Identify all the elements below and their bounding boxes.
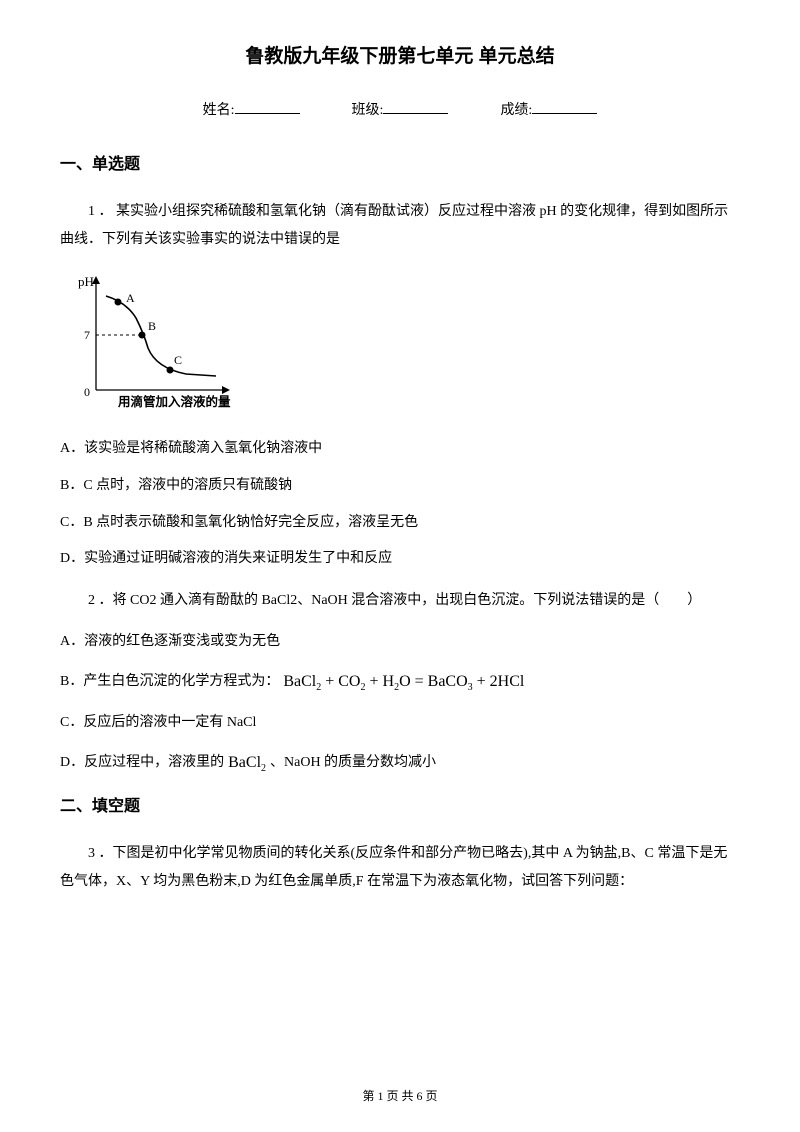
svg-text:0: 0 — [84, 385, 90, 399]
q1-option-c: C．B 点时表示硫酸和氢氧化钠恰好完全反应，溶液呈无色 — [60, 510, 740, 537]
question-2: 2 ．将 CO2 通入滴有酚酞的 BaCl2、NaOH 混合溶液中，出现白色沉淀… — [60, 587, 740, 779]
y-axis-label: pH — [78, 274, 94, 289]
q1-body: 某实验小组探究稀硫酸和氢氧化钠（滴有酚酞试液）反应过程中溶液 pH 的变化规律，… — [60, 204, 728, 247]
point-c-label: C — [174, 353, 182, 367]
ph-graph: 7 0 pH A B C 用滴管加入溶液的量 — [68, 268, 740, 422]
point-b-label: B — [148, 319, 156, 333]
q2-option-a: A．溶液的红色逐渐变浅或变为无色 — [60, 629, 740, 656]
section1-heading: 一、单选题 — [60, 151, 740, 180]
q2-optb-prefix: B．产生白色沉淀的化学方程式为： — [60, 669, 279, 696]
q1-num: 1 ． — [88, 204, 113, 219]
q2-optd-prefix: D．反应过程中，溶液里的 — [60, 750, 224, 777]
q2-option-c: C．反应后的溶液中一定有 NaCl — [60, 710, 740, 737]
q2-option-b: B．产生白色沉淀的化学方程式为： BaCl2 + CO2 + H2O = BaC… — [60, 667, 740, 697]
question-1: 1 ． 某实验小组探究稀硫酸和氢氧化钠（滴有酚酞试液）反应过程中溶液 pH 的变… — [60, 198, 740, 573]
name-label: 姓名: — [203, 103, 235, 118]
x-axis-label: 用滴管加入溶液的量 — [117, 394, 231, 409]
point-a-label: A — [126, 291, 135, 305]
name-blank[interactable] — [235, 98, 300, 114]
class-label: 班级: — [352, 103, 384, 118]
q2-optd-suffix: 、NaOH 的质量分数均减小 — [270, 750, 436, 777]
question-3: 3 ．下图是初中化学常见物质间的转化关系(反应条件和部分产物已略去),其中 A … — [60, 840, 740, 896]
score-label: 成绩: — [500, 103, 532, 118]
q3-body: 下图是初中化学常见物质间的转化关系(反应条件和部分产物已略去),其中 A 为钠盐… — [60, 846, 727, 889]
class-blank[interactable] — [383, 98, 448, 114]
q2-num: 2 ． — [88, 593, 113, 608]
question-3-text: 3 ．下图是初中化学常见物质间的转化关系(反应条件和部分产物已略去),其中 A … — [60, 840, 740, 896]
y-tick-7: 7 — [84, 328, 90, 342]
q1-option-d: D．实验通过证明碱溶液的消失来证明发生了中和反应 — [60, 546, 740, 573]
q1-option-b: B．C 点时，溶液中的溶质只有硫酸钠 — [60, 473, 740, 500]
score-blank[interactable] — [532, 98, 597, 114]
page-title: 鲁教版九年级下册第七单元 单元总结 — [60, 40, 740, 74]
q2-optb-formula: BaCl2 + CO2 + H2O = BaCO3 + 2HCl — [283, 667, 524, 697]
q3-num: 3 ． — [88, 846, 113, 861]
q2-body: 将 CO2 通入滴有酚酞的 BaCl2、NaOH 混合溶液中，出现白色沉淀。下列… — [113, 593, 702, 608]
page-footer: 第 1 页 共 6 页 — [0, 1086, 800, 1108]
question-1-text: 1 ． 某实验小组探究稀硫酸和氢氧化钠（滴有酚酞试液）反应过程中溶液 pH 的变… — [60, 198, 740, 254]
student-info-line: 姓名: 班级: 成绩: — [60, 98, 740, 123]
section2-heading: 二、填空题 — [60, 793, 740, 822]
question-2-text: 2 ．将 CO2 通入滴有酚酞的 BaCl2、NaOH 混合溶液中，出现白色沉淀… — [60, 587, 740, 615]
ph-graph-svg: 7 0 pH A B C 用滴管加入溶液的量 — [68, 268, 238, 413]
q1-option-a: A．该实验是将稀硫酸滴入氢氧化钠溶液中 — [60, 436, 740, 463]
q2-optd-formula: BaCl2 — [228, 748, 266, 778]
q2-option-d: D．反应过程中，溶液里的BaCl2、NaOH 的质量分数均减小 — [60, 748, 740, 778]
